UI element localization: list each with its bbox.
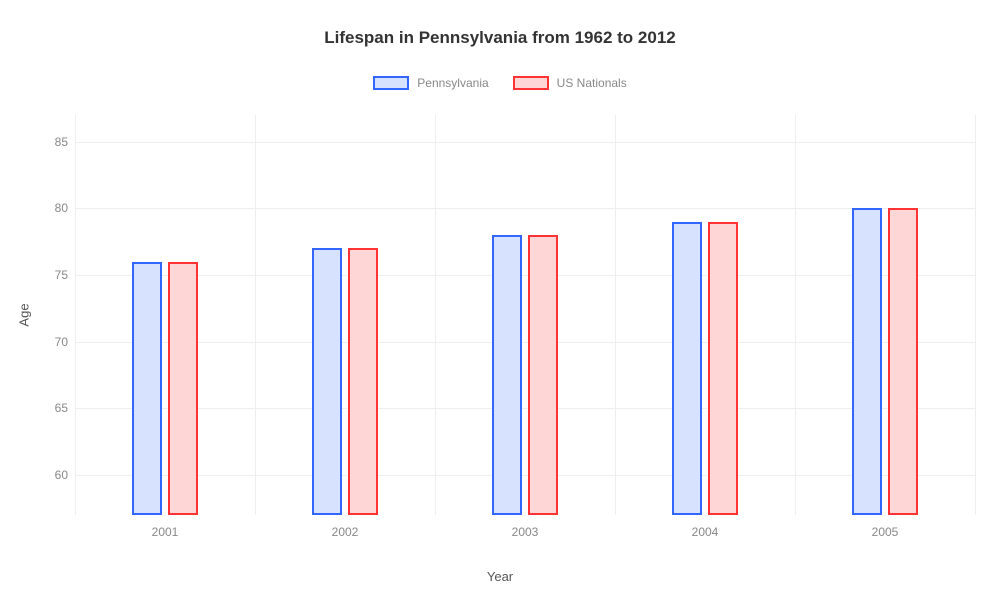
chart-container: Lifespan in Pennsylvania from 1962 to 20…: [0, 0, 1000, 600]
y-tick-label: 75: [40, 268, 68, 282]
bar-pennsylvania-2004: [672, 222, 702, 515]
chart-title: Lifespan in Pennsylvania from 1962 to 20…: [0, 0, 1000, 48]
legend-item-usnationals: US Nationals: [513, 76, 627, 90]
x-tick-label: 2002: [332, 525, 359, 539]
x-tick-label: 2003: [512, 525, 539, 539]
bar-us-nationals-2005: [888, 208, 918, 515]
grid-line-h: [75, 475, 975, 476]
grid-line-v: [795, 115, 796, 515]
bar-pennsylvania-2005: [852, 208, 882, 515]
bar-us-nationals-2003: [528, 235, 558, 515]
grid-line-v: [255, 115, 256, 515]
plot-area: 60657075808520012002200320042005: [75, 115, 975, 515]
grid-line-h: [75, 208, 975, 209]
grid-line-h: [75, 142, 975, 143]
legend-item-pennsylvania: Pennsylvania: [373, 76, 488, 90]
legend-label-pennsylvania: Pennsylvania: [417, 76, 488, 90]
bar-pennsylvania-2001: [132, 262, 162, 515]
legend-label-usnationals: US Nationals: [557, 76, 627, 90]
grid-line-h: [75, 408, 975, 409]
legend: Pennsylvania US Nationals: [0, 76, 1000, 90]
grid-line-h: [75, 275, 975, 276]
y-axis-label: Age: [17, 303, 32, 326]
legend-swatch-usnationals: [513, 76, 549, 90]
grid-line-v: [435, 115, 436, 515]
grid-line-v: [975, 115, 976, 515]
y-tick-label: 80: [40, 201, 68, 215]
x-tick-label: 2004: [692, 525, 719, 539]
x-axis-label: Year: [487, 569, 513, 584]
bar-pennsylvania-2003: [492, 235, 522, 515]
y-tick-label: 65: [40, 401, 68, 415]
bar-pennsylvania-2002: [312, 248, 342, 515]
y-tick-label: 85: [40, 135, 68, 149]
y-tick-label: 60: [40, 468, 68, 482]
y-tick-label: 70: [40, 335, 68, 349]
legend-swatch-pennsylvania: [373, 76, 409, 90]
x-tick-label: 2005: [872, 525, 899, 539]
grid-line-v: [75, 115, 76, 515]
x-tick-label: 2001: [152, 525, 179, 539]
bar-us-nationals-2001: [168, 262, 198, 515]
bar-us-nationals-2004: [708, 222, 738, 515]
grid-line-v: [615, 115, 616, 515]
grid-line-h: [75, 342, 975, 343]
bar-us-nationals-2002: [348, 248, 378, 515]
